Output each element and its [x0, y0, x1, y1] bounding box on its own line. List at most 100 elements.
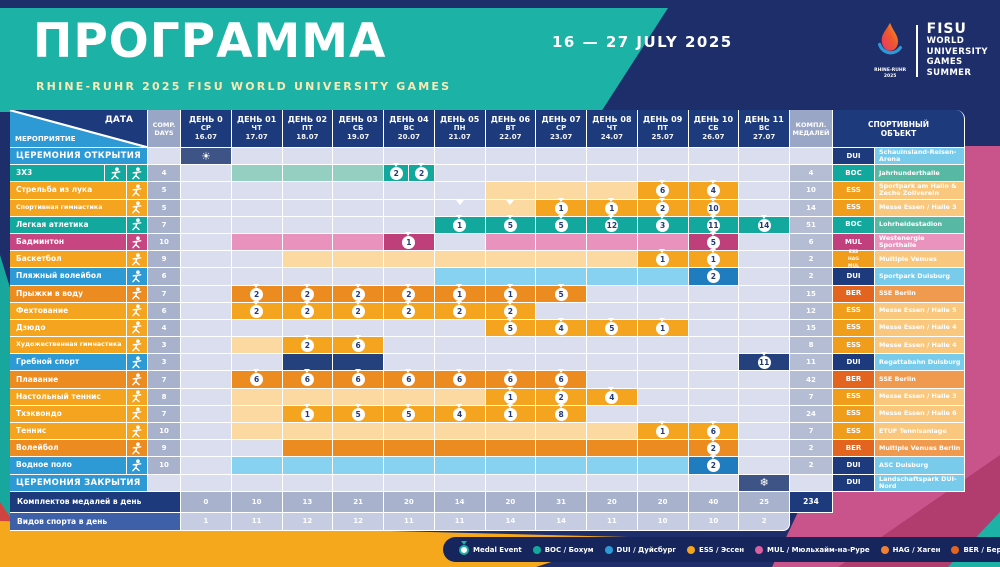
day-cell: ❄: [739, 474, 790, 492]
medal-count-chip: 2: [300, 300, 314, 318]
day-cell: [231, 440, 283, 458]
comp-days-header: COMP. DAYS: [148, 110, 181, 148]
day-cell: [587, 440, 638, 458]
medal-count-chip: 1: [503, 403, 517, 421]
day-cell: [231, 148, 283, 166]
comp-days-value: 10: [148, 423, 181, 441]
medal-count-chip: 2: [706, 266, 720, 284]
medal-count-chip: 2: [389, 163, 403, 181]
venue-name: Messe Essen / Halle 3: [875, 388, 965, 406]
footer-value-day-8: 11: [587, 512, 638, 531]
day-cell: [739, 182, 790, 200]
footer-value-day-9: 20: [637, 491, 689, 513]
row-label-sport: Фехтование: [10, 302, 127, 320]
day-cell: [181, 182, 232, 200]
comp-days-value: 3: [148, 337, 181, 355]
day-cell: [333, 199, 384, 217]
day-header-8: ДЕНЬ 08 ЧТ 24.07: [587, 110, 638, 148]
medal-count-chip: 2: [706, 455, 720, 473]
judo-icon: [126, 319, 148, 338]
medal-event-icon: [459, 540, 469, 555]
medal-count-chip: 11: [757, 352, 771, 370]
venue-code-badge: BER: [833, 371, 875, 389]
medal-count-chip: 5: [503, 317, 517, 335]
day-cell: [333, 165, 384, 183]
day-cell-half: 2: [384, 163, 409, 182]
comp-days-value: 3: [148, 354, 181, 372]
row-label-sport: 3X3: [10, 165, 105, 183]
medals-total-value: 14: [790, 199, 833, 217]
corner-date-label: ДАТА: [104, 115, 133, 125]
medal-count-chip: 6: [300, 369, 314, 387]
water-polo-icon: [126, 457, 148, 475]
row-label-sport: Теннис: [10, 423, 127, 441]
footer-value-day-4: 11: [384, 512, 435, 531]
day-cell: [587, 423, 638, 441]
medal-count-chip: 1: [656, 317, 670, 335]
medal-count-chip: 6: [402, 369, 416, 387]
venue-code-badge: ESS: [833, 423, 875, 441]
day-cell: [181, 388, 232, 406]
medal-count-chip: 1: [453, 214, 467, 232]
day-cell: [333, 216, 384, 234]
day-cell: [282, 148, 334, 166]
row-label-sport: Дзюдо: [10, 319, 127, 338]
medal-count-chip: 6: [351, 369, 365, 387]
day-cell: [637, 457, 689, 475]
day-cell: [333, 233, 384, 252]
fisu-word-0: FISU: [926, 21, 967, 37]
day-cell: [485, 251, 537, 269]
row-label-sport: Плавание: [10, 371, 127, 389]
medals-total-value: 7: [790, 423, 833, 441]
day-cell: [739, 405, 790, 423]
basketball-3x3-icon: [105, 165, 127, 183]
medals-total-value: 10: [790, 182, 833, 200]
opening-ceremony-sun-icon: ☀: [200, 149, 211, 163]
medal-count-chip: 4: [554, 317, 568, 335]
venue-code-badge: ESS: [833, 405, 875, 423]
day-cell: [333, 440, 384, 458]
footer-value-day-2: 13: [282, 491, 334, 513]
comp-days-value: 7: [148, 371, 181, 389]
medal-count-chip: 6: [453, 369, 467, 387]
footer-value-day-0: 1: [181, 512, 232, 531]
day-cell: [181, 268, 232, 286]
venue-name: Sportpark am Hallo & Zeche Zollverein: [875, 182, 965, 200]
day-cell: [181, 285, 232, 303]
day-cell: [231, 457, 283, 475]
legend-city-dot: [604, 545, 613, 554]
medal-count-chip: 1: [706, 249, 720, 267]
day-cell: [587, 457, 638, 475]
venue-code-badge: BOC: [833, 165, 875, 183]
day-header-5: ДЕНЬ 05 ПН 21.07: [434, 110, 486, 148]
day-cell: [231, 233, 283, 252]
venue-code-badge: ESS: [833, 182, 875, 200]
row-label-ceremony: ЦЕРЕМОНИЯ ОТКРЫТИЯ: [10, 148, 148, 166]
basketball-icon: [126, 251, 148, 269]
day-cell: [231, 199, 283, 217]
venue-code-badge: ESS: [833, 388, 875, 406]
tennis-icon: [126, 423, 148, 441]
day-cell: [384, 148, 435, 166]
day-cell: [434, 233, 486, 252]
day-cell: 11: [739, 352, 790, 372]
venue-name: ASC Duisburg: [875, 457, 965, 475]
venue-code-badge: DUI: [833, 148, 875, 166]
legend-city-label: ESS / Эссен: [699, 545, 745, 554]
comp-days-value: 5: [148, 182, 181, 200]
day-cell: [587, 233, 638, 252]
day-cell: [637, 354, 689, 372]
venue-code-badge: DUI: [833, 268, 875, 286]
venue-name: Multiple Venues: [875, 251, 965, 269]
medal-count-chip: 5: [402, 403, 416, 421]
day-cell: [739, 302, 790, 320]
day-cell: [739, 388, 790, 406]
legend-city-dui: DUI / Дуйсбург: [604, 545, 676, 554]
day-cell: [637, 148, 689, 166]
medal-count-chip: 5: [503, 214, 517, 232]
page-title: ПРОГРАММА: [33, 14, 387, 69]
day-cell: [333, 251, 384, 269]
legend-city-dot: [755, 545, 764, 554]
